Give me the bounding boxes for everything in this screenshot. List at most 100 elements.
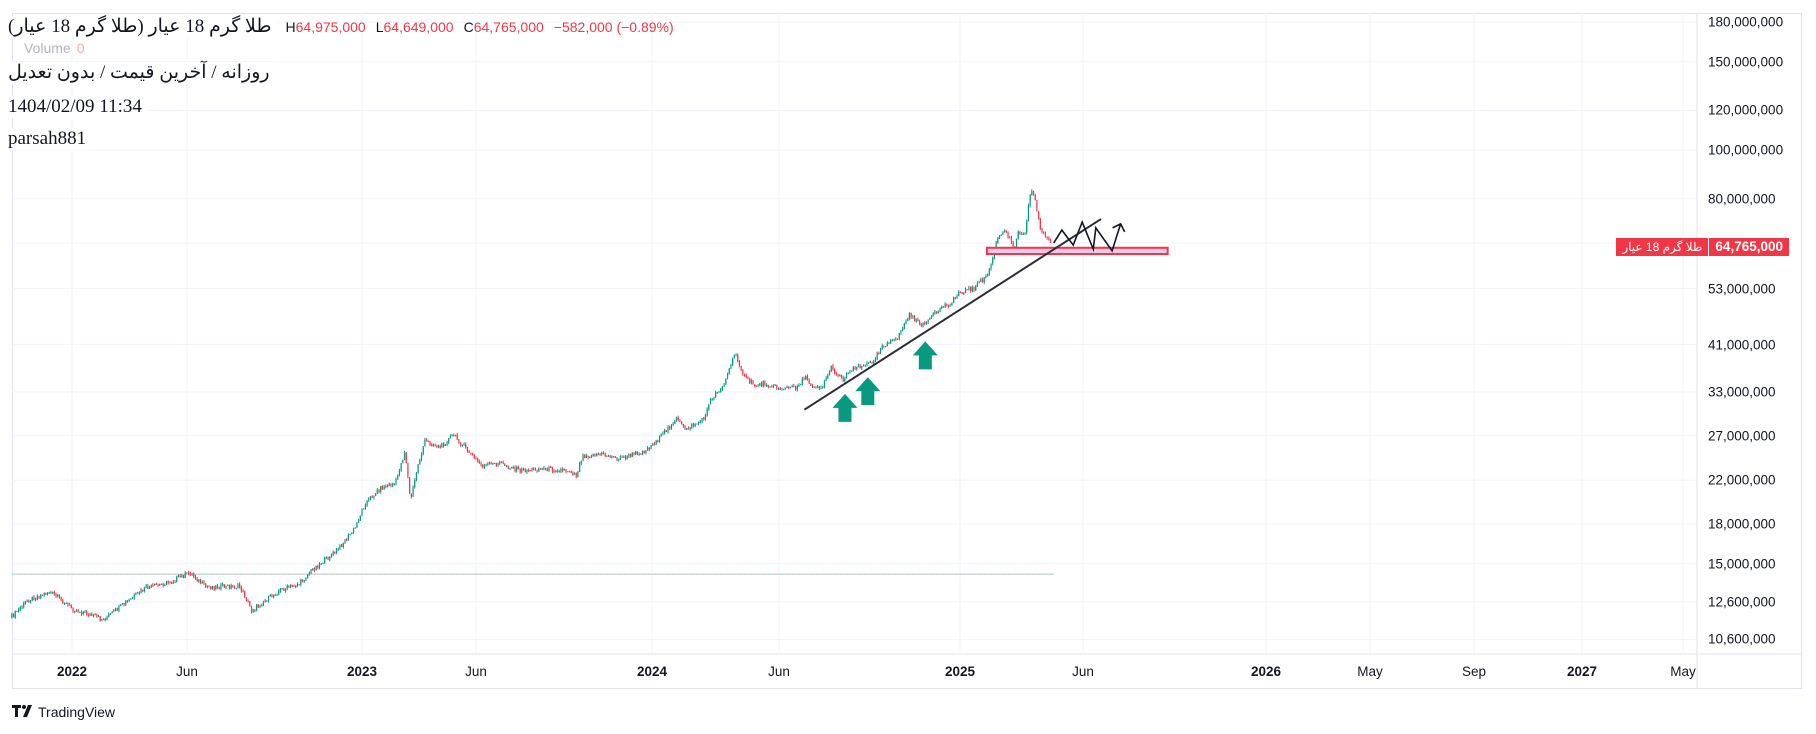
candle [516,466,518,472]
candle [599,454,601,456]
candle [755,385,758,387]
candle [1029,195,1031,206]
candle [512,467,514,469]
candle [1021,233,1023,235]
candle [307,574,309,579]
candle [453,435,455,437]
volume-legend: Volume 0 [24,40,85,56]
candle [511,467,513,469]
candle [403,452,406,460]
candle [261,605,263,607]
candle [318,563,321,568]
candle [1041,229,1043,232]
candle [692,423,695,426]
candle [730,365,732,369]
candle [1048,238,1050,240]
trend-line [803,218,1102,411]
candle [947,304,950,307]
candle [956,295,958,298]
candle [783,389,785,391]
candle [460,443,462,445]
candle [38,596,40,598]
candle [237,584,239,589]
candle [647,447,649,451]
candle [262,602,265,606]
candle [29,600,32,602]
candle [70,604,72,609]
candle [626,456,628,459]
candle [970,287,972,292]
candle [927,319,929,323]
candle [1038,211,1040,219]
candle [522,468,525,470]
candle [490,462,492,464]
candle [55,594,57,597]
candle [465,444,467,448]
candle [817,386,819,388]
candle [917,319,919,322]
candle [424,439,426,447]
candle [337,548,339,550]
candle [218,587,220,590]
candle [470,452,472,454]
candle [346,539,348,541]
candle [896,338,899,340]
symbol-title[interactable]: طلا گرم 18 عیار (طلا گرم 18 عیار) [8,16,278,38]
high-value: 64,975,000 [295,19,366,35]
candle [305,578,307,581]
candle [86,611,88,615]
last-price-tag: طلا گرم 18 عیار 64,765,000 [1616,238,1789,256]
candle [827,374,829,378]
candle [910,312,912,318]
candle [203,581,205,584]
candle [409,477,411,494]
price-axis-label: 180,000,000 [1708,14,1784,30]
candle [385,486,387,488]
candle [295,586,297,588]
candle [312,568,314,570]
candle [635,451,637,455]
candle [528,469,530,471]
candle [529,470,531,472]
candle [703,418,705,420]
candle [252,610,254,612]
candle [143,587,146,592]
candle [335,548,338,554]
candle [114,608,117,611]
candle [196,578,198,582]
candle [781,389,783,391]
candle [594,453,596,457]
price-axis-label: 33,000,000 [1708,384,1776,400]
candle [213,586,215,590]
candle [1049,238,1052,243]
candle [174,581,176,583]
candle [562,469,564,471]
candle [609,455,611,458]
candle [641,450,644,455]
candle [471,453,474,455]
candle [738,360,741,366]
candle [75,609,78,612]
candle [883,345,885,347]
candle [417,464,419,474]
candle [437,445,440,448]
time-axis-label: 2024 [636,664,668,679]
candle [631,452,633,457]
candle [959,292,962,294]
candle [466,447,469,451]
candle [359,515,361,521]
candle [259,606,261,608]
candle [1043,231,1045,233]
candle [757,385,759,387]
candle [815,387,817,389]
candle [250,606,253,612]
candle [405,452,407,464]
candle [449,435,452,439]
candle [832,365,834,370]
tradingview-logo[interactable]: TradingView [12,704,115,720]
candle [28,600,30,602]
candle [69,604,71,606]
candle [448,438,450,443]
candle [339,544,341,549]
